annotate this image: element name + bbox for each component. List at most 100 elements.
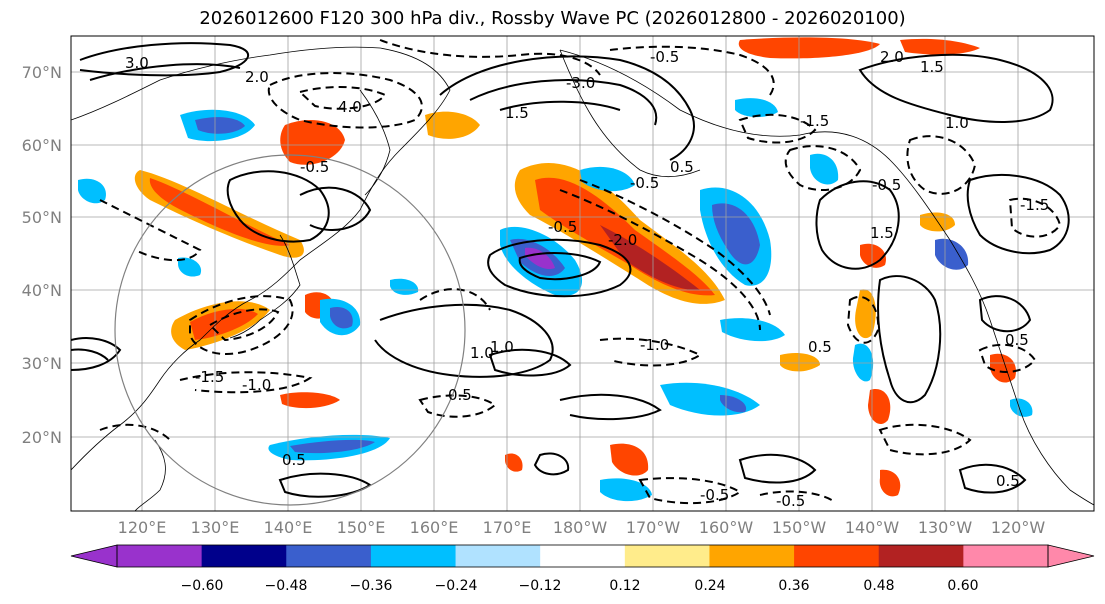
- div-positive-area: [425, 111, 480, 139]
- lat-label: 50°N: [22, 208, 62, 227]
- coastline-north-america: [559, 49, 1094, 506]
- dashed-contour: [878, 423, 972, 456]
- contour-label: -3.0: [566, 74, 595, 92]
- div-negative-area: [525, 247, 555, 270]
- lat-label: 60°N: [22, 136, 62, 155]
- colorbar-segment: [117, 545, 203, 567]
- contour-label: 2.0: [245, 68, 269, 86]
- lon-label: 120°W: [991, 518, 1046, 537]
- contour-label: 0.5: [1005, 331, 1029, 349]
- lon-label: 160°W: [699, 518, 754, 537]
- dashed-contour: [579, 179, 771, 316]
- contour-label: 1.0: [490, 338, 514, 356]
- solid-contour: [79, 42, 250, 77]
- dashed-contour: [609, 45, 775, 96]
- coastlines: [71, 46, 1094, 511]
- div-positive-area: [505, 453, 523, 472]
- lon-label: 130°W: [918, 518, 973, 537]
- colorbar-segment: [794, 545, 880, 567]
- colorbar-segment: [963, 545, 1049, 567]
- colorbar-tick-label: −0.60: [181, 578, 224, 594]
- div-positive-area: [738, 37, 880, 59]
- lon-label: 130°E: [191, 518, 240, 537]
- contour-label: 2.0: [880, 48, 904, 66]
- lon-label: 170°E: [483, 518, 532, 537]
- colorbar-segment: [540, 545, 626, 567]
- div-positive-area: [900, 38, 980, 55]
- colorbar-segments: [117, 545, 1049, 567]
- div-positive-area: [855, 289, 876, 339]
- colorbar-tick-label: −0.36: [350, 578, 393, 594]
- longitude-labels: 120°E 130°E 140°E 150°E 160°E 170°E 180°…: [118, 518, 1046, 537]
- coastline-japan: [229, 234, 301, 339]
- div-positive-area: [990, 353, 1016, 383]
- colorbar-over-arrow: [1047, 544, 1095, 568]
- solid-contour: [738, 453, 817, 484]
- colorbar-tick-label: −0.12: [519, 578, 562, 594]
- div-positive-area: [190, 308, 258, 340]
- div-negative-area: [720, 395, 747, 413]
- lon-label: 150°E: [337, 518, 386, 537]
- solid-contour: [499, 100, 621, 111]
- contour-label: 4.0: [338, 98, 362, 116]
- contour-label: -1.0: [640, 336, 669, 354]
- contour-label: 1.0: [945, 114, 969, 132]
- colorbar-segment: [455, 545, 541, 567]
- lon-label: 180°W: [553, 518, 608, 537]
- div-positive-area: [879, 469, 901, 497]
- div-positive-area: [868, 389, 891, 425]
- solid-contour: [815, 180, 900, 270]
- lon-label: 150°W: [772, 518, 827, 537]
- colorbar-tick-label: 0.24: [694, 578, 725, 594]
- contour-label: -0.5: [776, 492, 805, 510]
- contour-label: -0.5: [650, 48, 679, 66]
- solid-contour: [439, 55, 695, 161]
- colorbar-segment: [370, 545, 457, 567]
- contour-label: 3.0: [125, 54, 149, 72]
- colorbar-tick-label: 0.48: [863, 578, 894, 594]
- contour-label: -0.5: [700, 486, 729, 504]
- map-content: 4.0 3.0 2.0 1.5 1.0 0.5 -0.5 -1.0 -1.5 -…: [71, 36, 1094, 511]
- solid-contour: [488, 348, 572, 377]
- solid-contour: [978, 295, 1032, 333]
- lat-label: 40°N: [22, 281, 62, 300]
- dashed-contour: [978, 343, 1037, 373]
- colorbar-frame: [116, 544, 1049, 568]
- lon-label: 120°E: [118, 518, 167, 537]
- plot-area: [71, 36, 1094, 511]
- solid-contour: [877, 275, 942, 404]
- solid-contour: [858, 53, 1054, 123]
- contour-label: -1.5: [1020, 196, 1049, 214]
- div-positive-area: [280, 392, 340, 409]
- dashed-contour: [846, 295, 880, 344]
- colorbar-segment: [201, 545, 287, 567]
- div-positive-area: [600, 225, 700, 291]
- graticule: [71, 36, 1094, 511]
- div-negative-area: [78, 178, 106, 204]
- coastline-alaska: [559, 49, 701, 178]
- dashed-contour: [419, 288, 491, 311]
- dashed-contour: [738, 113, 817, 144]
- colorbar-segment: [624, 545, 710, 567]
- div-positive-area: [280, 120, 345, 165]
- solid-contour: [559, 393, 662, 421]
- solid-contour: [226, 170, 330, 243]
- solid-contour: [966, 174, 1070, 255]
- contour-label: 0.5: [282, 451, 306, 469]
- contour-label: -1.5: [195, 368, 224, 386]
- contour-label: 1.5: [920, 58, 944, 76]
- lon-label: 140°W: [845, 518, 900, 537]
- div-negative-area: [712, 203, 760, 265]
- lat-label: 70°N: [22, 63, 62, 82]
- div-negative-area: [178, 257, 202, 277]
- dashed-contour: [297, 86, 387, 110]
- solid-contour: [71, 348, 109, 361]
- lon-label: 160°E: [410, 518, 459, 537]
- solid-contour: [469, 79, 658, 126]
- colorbar-segment: [709, 545, 795, 567]
- contour-labels: 4.0 3.0 2.0 1.5 1.0 0.5 -0.5 -1.0 -1.5 -…: [125, 48, 1049, 510]
- div-negative-area: [390, 278, 419, 295]
- contour-label: -0.5: [548, 218, 577, 236]
- colorbar-ticks: −0.60 −0.48 −0.36 −0.24 −0.12 0.12 0.24 …: [181, 578, 979, 594]
- colorbar-under-arrow: [70, 544, 118, 568]
